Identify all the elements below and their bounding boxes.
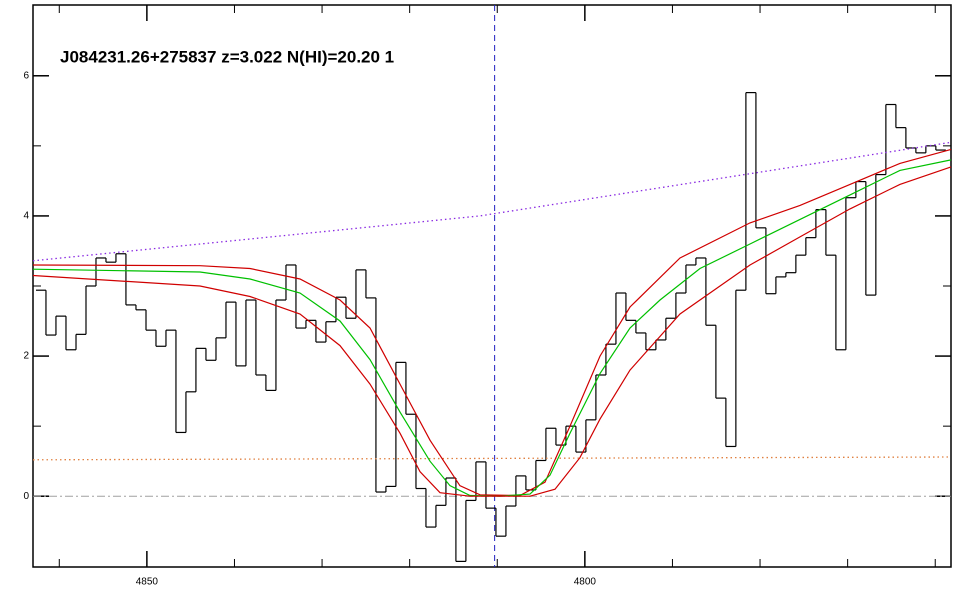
y-tick-label: 0 [23, 491, 29, 502]
y-tick-label: 2 [23, 351, 29, 362]
model-line [32, 159, 952, 497]
dotted-line [32, 141, 952, 262]
chart-title: J084231.26+275837 z=3.022 N(HI)=20.20 1 [60, 47, 394, 66]
x-tick-label: 4800 [574, 577, 597, 588]
x-tick-label: 4850 [136, 577, 159, 588]
y-tick-label: 6 [23, 70, 29, 81]
y-tick-label: 4 [23, 211, 29, 222]
dotted-line [32, 456, 952, 461]
model-line [32, 166, 952, 497]
model-line [32, 148, 952, 497]
plot-frame [32, 4, 952, 568]
